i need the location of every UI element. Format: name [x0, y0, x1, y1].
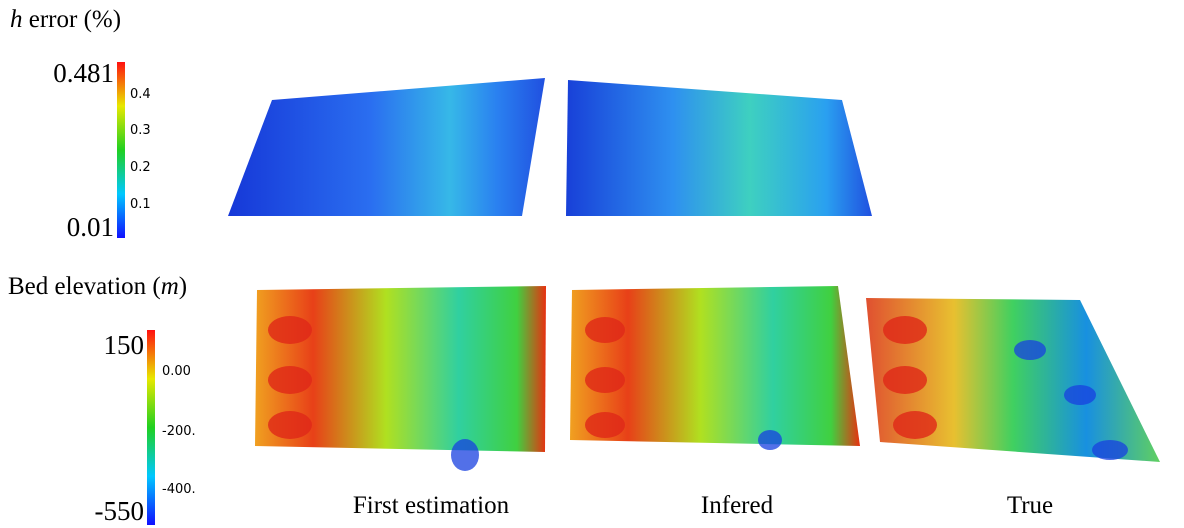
- caption: First estimation: [352, 492, 510, 519]
- title-variable: h: [10, 6, 23, 33]
- colorbar-tick: 0.3: [130, 123, 151, 138]
- surface-dips: [451, 340, 1128, 471]
- colorbar-min: 0.01: [66, 212, 114, 242]
- title-variable: m: [160, 273, 179, 300]
- colorbar-tick: -200.: [162, 424, 196, 439]
- panel-title: Bed elevation (m): [8, 273, 187, 301]
- colorbar-min: -550: [94, 496, 145, 526]
- surface: [228, 78, 545, 216]
- title-text: Bed elevation (: [8, 273, 161, 300]
- surface: [866, 298, 1160, 462]
- colorbar-max: 0.481: [53, 58, 114, 88]
- colorbar-max: 150: [103, 330, 145, 360]
- caption: True: [1006, 492, 1054, 519]
- colorbar-tick: -400.: [162, 482, 196, 497]
- colorbar-tick: 0.00: [162, 364, 191, 379]
- colorbar-tick: 0.1: [130, 197, 151, 212]
- panel-title: h error (%): [10, 6, 121, 34]
- caption: Infered: [700, 492, 774, 519]
- surface: [570, 286, 860, 446]
- colorbar: [147, 330, 155, 525]
- surface: [255, 286, 546, 452]
- title-text: error (%): [28, 6, 122, 33]
- surface-bumps: [268, 316, 937, 439]
- title-text: ): [178, 273, 188, 300]
- colorbar: [117, 62, 125, 238]
- colorbar-tick: 0.2: [130, 160, 151, 175]
- colorbar-tick: 0.4: [130, 87, 151, 102]
- surface: [566, 80, 872, 216]
